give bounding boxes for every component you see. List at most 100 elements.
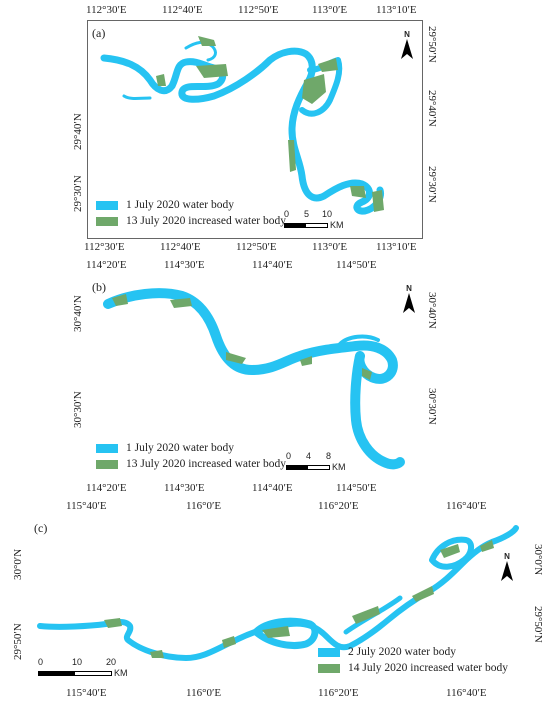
left-tick-b-0: 30°40′N xyxy=(72,295,84,332)
legend-label: 2 July 2020 water body xyxy=(348,646,456,658)
scale-tick: 10 xyxy=(322,209,333,219)
increase-patch-a6 xyxy=(350,186,366,198)
right-tick-a-2: 29°30′N xyxy=(426,166,438,203)
left-tick-a-0: 29°40′N xyxy=(72,113,84,150)
increase-patch-a5 xyxy=(288,140,296,172)
bottom-tick-a-2: 112°50′E xyxy=(236,241,277,253)
increase-patch-c7 xyxy=(440,544,460,558)
top-tick-c-1: 116°0′E xyxy=(186,500,222,512)
river-island-b xyxy=(338,334,380,346)
bottom-tick-b-2: 114°40′E xyxy=(252,482,293,494)
legend-item-increase-c: 14 July 2020 increased water body xyxy=(318,660,508,676)
scale-tick: 10 xyxy=(72,657,83,667)
increase-patch-c4 xyxy=(262,626,290,638)
north-arrow-a: N xyxy=(400,30,414,63)
top-tick-c-0: 115°40′E xyxy=(66,500,107,512)
right-tick-a-1: 29°40′N xyxy=(426,90,438,127)
north-arrow-icon xyxy=(501,561,513,581)
panel-letter-a: (a) xyxy=(92,26,106,40)
increase-swatch xyxy=(96,459,118,469)
water-swatch xyxy=(96,443,118,453)
increase-patch-c3 xyxy=(222,636,236,648)
top-tick-a-1: 112°40′E xyxy=(162,4,203,16)
increase-swatch xyxy=(96,216,118,226)
right-tick-c-1: 29°50′N xyxy=(532,606,544,643)
legend-label: 13 July 2020 increased water body xyxy=(126,458,287,470)
increase-patch-c5 xyxy=(352,606,380,624)
top-tick-b-2: 114°40′E xyxy=(252,259,293,271)
legend-label: 1 July 2020 water body xyxy=(126,442,234,454)
bottom-tick-a-4: 113°10′E xyxy=(376,241,417,253)
scale-tick: 0 xyxy=(284,209,290,219)
water-swatch xyxy=(318,647,340,657)
scale-unit: KM xyxy=(114,668,128,678)
river-channel-a xyxy=(100,47,384,215)
increase-patch-c2 xyxy=(150,650,164,658)
bottom-tick-c-2: 116°20′E xyxy=(318,687,359,699)
scale-tick: 8 xyxy=(326,451,332,461)
increase-patch-a1 xyxy=(198,36,216,46)
water-swatch xyxy=(96,200,118,210)
right-tick-c-0: 30°0′N xyxy=(532,544,544,576)
bottom-tick-b-1: 114°30′E xyxy=(164,482,205,494)
increase-patch-a2 xyxy=(196,64,228,78)
bottom-tick-c-1: 116°0′E xyxy=(186,687,222,699)
bottom-tick-a-3: 113°0′E xyxy=(312,241,348,253)
scalebar-b: 0 4 8 KM xyxy=(286,451,376,472)
north-label-b: N xyxy=(406,284,412,293)
bottom-tick-c-3: 116°40′E xyxy=(446,687,487,699)
bottom-tick-c-0: 115°40′E xyxy=(66,687,107,699)
increase-patch-a7 xyxy=(372,190,384,212)
scale-tick: 20 xyxy=(106,657,117,667)
increase-patch-b4 xyxy=(300,356,312,366)
top-tick-a-2: 112°50′E xyxy=(238,4,279,16)
scale-tick: 0 xyxy=(38,657,44,667)
legend-a: 1 July 2020 water body 13 July 2020 incr… xyxy=(96,197,286,229)
river-upstream-a xyxy=(122,94,152,100)
river-lake-c2 xyxy=(429,536,474,570)
top-tick-b-1: 114°30′E xyxy=(164,259,205,271)
north-arrow-icon xyxy=(401,39,413,59)
increase-swatch xyxy=(318,663,340,673)
legend-label: 1 July 2020 water body xyxy=(126,199,234,211)
scalebar-a: 0 5 10 KM xyxy=(284,209,374,230)
north-arrow-icon xyxy=(403,293,415,313)
bottom-tick-b-3: 114°50′E xyxy=(336,482,377,494)
legend-item-increase-b: 13 July 2020 increased water body xyxy=(96,456,286,472)
north-label-c: N xyxy=(504,552,510,561)
left-tick-b-1: 30°30′N xyxy=(72,391,84,428)
increase-patch-c1 xyxy=(104,618,122,628)
increase-patch-a3 xyxy=(302,74,326,104)
north-arrow-c: N xyxy=(500,552,514,585)
bottom-tick-b-0: 114°20′E xyxy=(86,482,127,494)
top-tick-c-3: 116°40′E xyxy=(446,500,487,512)
left-tick-c-0: 30°0′N xyxy=(12,548,24,580)
top-tick-a-3: 113°0′E xyxy=(312,4,348,16)
scale-tick: 0 xyxy=(286,451,292,461)
increase-patch-c8 xyxy=(480,540,494,552)
top-tick-c-2: 116°20′E xyxy=(318,500,359,512)
legend-item-water-a: 1 July 2020 water body xyxy=(96,197,286,213)
left-tick-c-1: 29°50′N xyxy=(12,623,24,660)
increase-patch-b3 xyxy=(226,352,246,364)
increase-patch-a8 xyxy=(156,74,166,86)
bottom-tick-a-1: 112°40′E xyxy=(160,241,201,253)
scale-unit: KM xyxy=(332,462,346,472)
panel-letter-c: (c) xyxy=(34,521,48,535)
top-tick-b-3: 114°50′E xyxy=(336,259,377,271)
increase-patch-b1 xyxy=(112,294,128,306)
increase-patch-a4 xyxy=(318,58,338,72)
increase-patch-b2 xyxy=(170,298,192,308)
scale-tick: 5 xyxy=(304,209,310,219)
scale-tick: 4 xyxy=(306,451,312,461)
scalebar-c: 0 10 20 KM xyxy=(38,657,168,678)
right-tick-a-0: 29°50′N xyxy=(426,26,438,63)
legend-c: 2 July 2020 water body 14 July 2020 incr… xyxy=(318,644,508,676)
legend-item-water-c: 2 July 2020 water body xyxy=(318,644,508,660)
river-channel-b xyxy=(103,288,405,470)
increase-patch-c6 xyxy=(412,586,434,602)
bottom-tick-a-0: 112°30′E xyxy=(84,241,125,253)
left-tick-a-1: 29°30′N xyxy=(72,175,84,212)
legend-label: 13 July 2020 increased water body xyxy=(126,215,287,227)
